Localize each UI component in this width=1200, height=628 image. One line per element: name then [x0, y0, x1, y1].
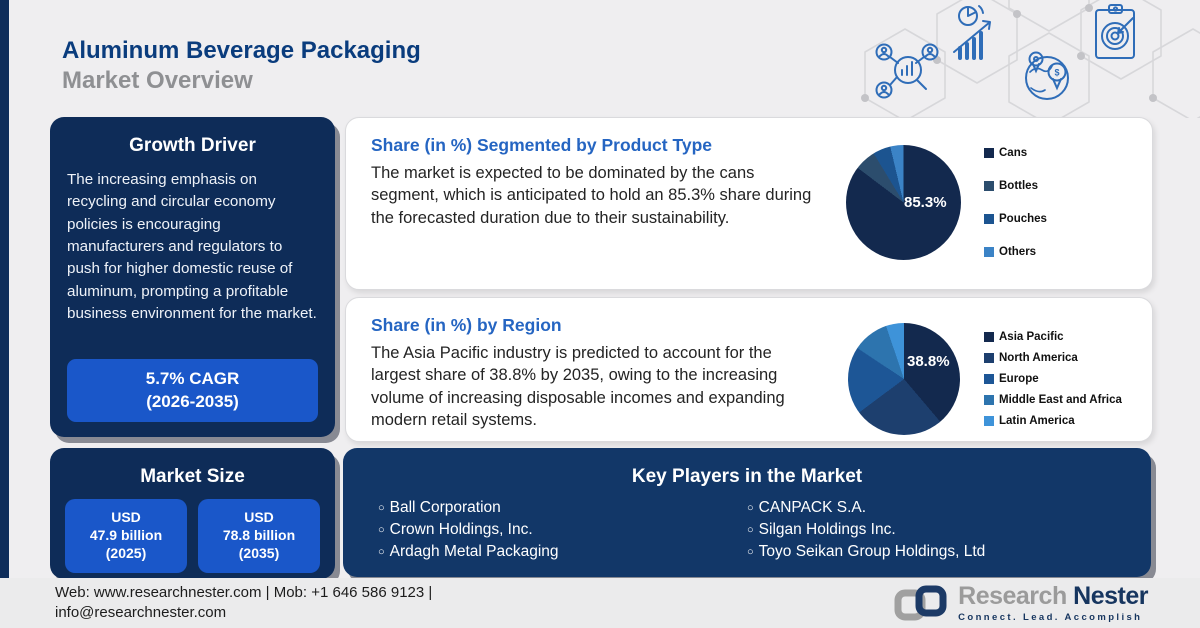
logo-word-nester: Nester — [1073, 582, 1148, 610]
target-clipboard-icon — [1095, 4, 1135, 59]
market-size-boxes: USD 47.9 billion (2025) USD 78.8 billion… — [50, 488, 335, 574]
region-panel: Share (in %) by Region The Asia Pacific … — [345, 297, 1153, 442]
region-body: The Asia Pacific industry is predicted t… — [371, 344, 785, 430]
market-size-2025-currency: USD — [111, 509, 141, 525]
key-player-item: Ardagh Metal Packaging — [378, 541, 747, 563]
page-title-line1: Aluminum Beverage Packaging — [62, 37, 421, 64]
key-players-column-2: CANPACK S.A. Silgan Holdings Inc. Toyo S… — [747, 497, 1116, 563]
key-player-item: Crown Holdings, Inc. — [378, 519, 747, 541]
product-type-panel: Share (in %) Segmented by Product Type T… — [345, 117, 1153, 290]
legend-item: Bottles — [984, 180, 1047, 192]
market-size-2025-box: USD 47.9 billion (2025) — [65, 499, 187, 574]
legend-swatch-icon — [984, 181, 994, 191]
cagr-period: (2026-2035) — [146, 391, 239, 411]
growth-driver-title: Growth Driver — [129, 135, 256, 156]
legend-swatch-icon — [984, 214, 994, 224]
key-player-item: Silgan Holdings Inc. — [747, 519, 1116, 541]
footer-bar: Web: www.researchnester.com | Mob: +1 64… — [0, 578, 1200, 628]
legend-label: Pouches — [999, 213, 1047, 225]
research-nester-logo: Research Nester Connect. Lead. Accomplis… — [893, 584, 1148, 623]
legend-label: Latin America — [999, 415, 1075, 427]
legend-item: North America — [984, 352, 1122, 364]
legend-label: Middle East and Africa — [999, 394, 1122, 406]
legend-item: Asia Pacific — [984, 331, 1122, 343]
region-pie-chart: 38.8% — [848, 323, 960, 435]
legend-swatch-icon — [984, 395, 994, 405]
growth-chart-icon — [953, 5, 991, 60]
product-type-legend: Cans Bottles Pouches Others — [984, 147, 1047, 258]
legend-label: Others — [999, 246, 1037, 258]
global-market-icon: $ — [1025, 51, 1069, 100]
legend-item: Latin America — [984, 415, 1122, 427]
legend-item: Middle East and Africa — [984, 394, 1122, 406]
key-players-panel: Key Players in the Market Ball Corporati… — [343, 448, 1151, 577]
region-pie-value: 38.8% — [907, 353, 950, 370]
logo-tagline: Connect. Lead. Accomplish — [958, 612, 1143, 623]
page-title: Aluminum Beverage Packaging Market Overv… — [62, 36, 421, 96]
logo-name: Research Nester — [958, 584, 1148, 609]
product-type-body: The market is expected to be dominated b… — [371, 164, 812, 227]
legend-item: Europe — [984, 373, 1122, 385]
legend-item: Others — [984, 246, 1047, 258]
key-players-columns: Ball Corporation Crown Holdings, Inc. Ar… — [343, 488, 1151, 563]
legend-swatch-icon — [984, 416, 994, 426]
hexagon-decor: $ — [861, 0, 1200, 118]
research-network-icon — [875, 43, 939, 99]
legend-swatch-icon — [984, 148, 994, 158]
logo-text: Research Nester Connect. Lead. Accomplis… — [958, 584, 1148, 623]
region-legend: Asia Pacific North America Europe Middle Ea… — [984, 331, 1122, 427]
key-player-item: Ball Corporation — [378, 497, 747, 519]
product-type-title: Share (in %) Segmented by Product Type — [371, 135, 712, 155]
market-size-2035-currency: USD — [244, 509, 274, 525]
legend-label: Asia Pacific — [999, 331, 1064, 343]
legend-swatch-icon — [984, 353, 994, 363]
region-title: Share (in %) by Region — [371, 315, 562, 335]
legend-item: Cans — [984, 147, 1047, 159]
page-title-line2: Market Overview — [62, 67, 253, 95]
legend-label: North America — [999, 352, 1078, 364]
contact-line2: info@researchnester.com — [55, 604, 227, 622]
legend-swatch-icon — [984, 374, 994, 384]
contact-line1: Web: www.researchnester.com | Mob: +1 64… — [55, 584, 433, 601]
legend-label: Cans — [999, 147, 1028, 159]
market-size-2035-value: 78.8 billion — [222, 526, 296, 543]
key-players-column-1: Ball Corporation Crown Holdings, Inc. Ar… — [378, 497, 747, 563]
key-player-item: CANPACK S.A. — [747, 497, 1116, 519]
market-size-title: Market Size — [140, 466, 245, 487]
product-type-pie-chart: 85.3% — [846, 145, 961, 260]
market-size-2035-year: (2035) — [238, 544, 280, 561]
growth-driver-body: The increasing emphasis on recycling and… — [67, 171, 317, 323]
legend-label: Bottles — [999, 180, 1038, 192]
cagr-value: 5.7% CAGR — [145, 369, 240, 389]
market-size-panel: Market Size USD 47.9 billion (2025) USD … — [50, 448, 335, 579]
contact-info: Web: www.researchnester.com | Mob: +1 64… — [55, 583, 432, 624]
logo-word-research: Research — [958, 582, 1067, 610]
product-type-pie-value: 85.3% — [904, 194, 947, 211]
market-size-2025-year: (2025) — [105, 544, 147, 561]
key-players-title: Key Players in the Market — [631, 466, 863, 487]
cagr-badge: 5.7% CAGR (2026-2035) — [67, 359, 318, 422]
legend-label: Europe — [999, 373, 1039, 385]
left-accent-strip — [0, 0, 9, 628]
legend-swatch-icon — [984, 247, 994, 257]
legend-swatch-icon — [984, 332, 994, 342]
key-player-item: Toyo Seikan Group Holdings, Ltd — [747, 541, 1116, 563]
market-size-2035-box: USD 78.8 billion (2035) — [198, 499, 320, 574]
market-size-2025-value: 47.9 billion — [89, 526, 163, 543]
chain-links-icon — [894, 585, 947, 621]
svg-text:$: $ — [1054, 68, 1059, 78]
legend-item: Pouches — [984, 213, 1047, 225]
growth-driver-panel: Growth Driver The increasing emphasis on… — [50, 117, 335, 437]
